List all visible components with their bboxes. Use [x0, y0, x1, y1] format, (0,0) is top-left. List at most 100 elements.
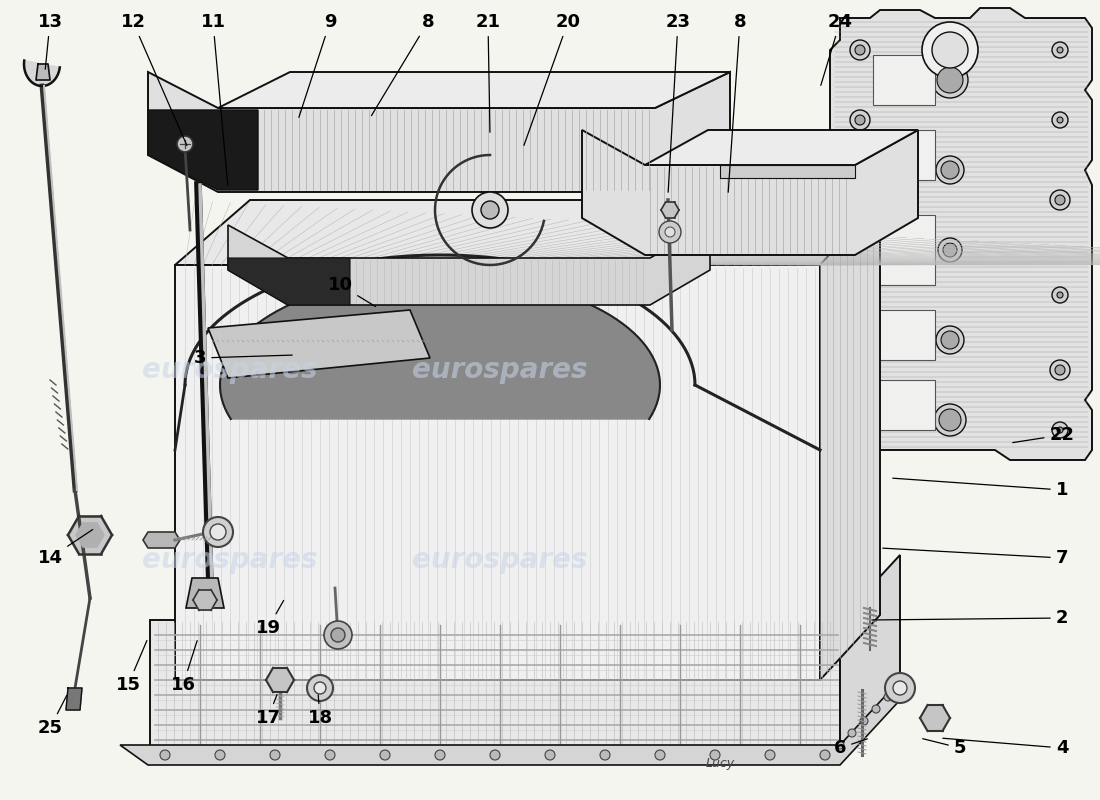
- Circle shape: [943, 243, 957, 257]
- Circle shape: [177, 136, 192, 152]
- Circle shape: [820, 750, 830, 760]
- Text: 23: 23: [666, 13, 691, 192]
- Circle shape: [836, 741, 844, 749]
- Circle shape: [1052, 42, 1068, 58]
- Text: 5: 5: [923, 738, 966, 757]
- Polygon shape: [68, 516, 112, 554]
- Polygon shape: [661, 202, 679, 218]
- Circle shape: [160, 750, 170, 760]
- Circle shape: [936, 326, 964, 354]
- Circle shape: [850, 420, 870, 440]
- Text: 16: 16: [170, 641, 197, 694]
- Circle shape: [855, 115, 865, 125]
- Circle shape: [936, 156, 964, 184]
- Circle shape: [937, 67, 962, 93]
- Circle shape: [1057, 292, 1063, 298]
- Polygon shape: [120, 680, 900, 765]
- Circle shape: [210, 524, 225, 540]
- Text: eurospares: eurospares: [412, 546, 587, 574]
- Circle shape: [490, 750, 500, 760]
- Polygon shape: [148, 72, 730, 192]
- Text: Lucy: Lucy: [705, 757, 735, 770]
- Circle shape: [872, 705, 880, 713]
- Circle shape: [1052, 287, 1068, 303]
- Circle shape: [1057, 117, 1063, 123]
- Text: 2: 2: [872, 609, 1068, 627]
- Text: 6: 6: [834, 739, 868, 757]
- Text: eurospares: eurospares: [142, 546, 318, 574]
- Polygon shape: [218, 72, 730, 108]
- Circle shape: [850, 110, 870, 130]
- Circle shape: [1050, 190, 1070, 210]
- Polygon shape: [186, 578, 224, 608]
- Circle shape: [851, 191, 869, 209]
- Circle shape: [846, 186, 874, 214]
- Circle shape: [932, 32, 968, 68]
- Polygon shape: [150, 620, 840, 755]
- Text: 13: 13: [37, 13, 63, 70]
- Bar: [873, 380, 935, 430]
- Text: 20: 20: [524, 13, 581, 146]
- Polygon shape: [175, 200, 880, 265]
- Polygon shape: [24, 61, 59, 86]
- Text: 11: 11: [200, 13, 228, 186]
- Polygon shape: [143, 532, 180, 548]
- Circle shape: [481, 201, 499, 219]
- Circle shape: [939, 409, 961, 431]
- Bar: [873, 55, 935, 105]
- Polygon shape: [840, 555, 900, 755]
- Circle shape: [893, 681, 907, 695]
- Circle shape: [710, 750, 720, 760]
- Text: 4: 4: [943, 738, 1068, 757]
- Circle shape: [654, 750, 666, 760]
- Circle shape: [472, 192, 508, 228]
- Circle shape: [938, 238, 962, 262]
- Circle shape: [851, 361, 869, 379]
- Circle shape: [331, 628, 345, 642]
- Polygon shape: [76, 523, 104, 547]
- Polygon shape: [920, 705, 950, 731]
- Polygon shape: [228, 225, 710, 305]
- Polygon shape: [175, 265, 819, 680]
- Circle shape: [659, 221, 681, 243]
- Text: 3: 3: [194, 349, 293, 367]
- Polygon shape: [220, 275, 660, 419]
- Polygon shape: [228, 258, 350, 305]
- Text: 17: 17: [255, 694, 280, 727]
- Polygon shape: [645, 130, 918, 165]
- Text: 7: 7: [883, 548, 1068, 567]
- Circle shape: [855, 425, 865, 435]
- Circle shape: [1052, 112, 1068, 128]
- Text: 10: 10: [328, 276, 375, 306]
- Polygon shape: [192, 590, 217, 610]
- Circle shape: [307, 675, 333, 701]
- Circle shape: [1057, 47, 1063, 53]
- Circle shape: [1057, 427, 1063, 433]
- Polygon shape: [266, 668, 294, 692]
- Circle shape: [314, 682, 326, 694]
- Circle shape: [848, 729, 856, 737]
- Circle shape: [855, 45, 865, 55]
- Circle shape: [666, 227, 675, 237]
- Circle shape: [1055, 365, 1065, 375]
- Polygon shape: [66, 688, 82, 710]
- Polygon shape: [175, 255, 880, 620]
- Text: 12: 12: [121, 13, 187, 146]
- Circle shape: [434, 750, 446, 760]
- Polygon shape: [148, 110, 258, 190]
- Circle shape: [1052, 422, 1068, 438]
- Text: 19: 19: [255, 601, 284, 637]
- Text: eurospares: eurospares: [412, 356, 587, 384]
- Polygon shape: [582, 130, 918, 255]
- Circle shape: [324, 621, 352, 649]
- Circle shape: [324, 750, 336, 760]
- Text: 9: 9: [299, 13, 337, 118]
- Polygon shape: [820, 200, 880, 680]
- Bar: [873, 215, 935, 285]
- Text: 8: 8: [372, 13, 434, 116]
- Circle shape: [860, 717, 868, 725]
- Text: 22: 22: [1013, 426, 1075, 444]
- Circle shape: [922, 22, 978, 78]
- Circle shape: [764, 750, 776, 760]
- Text: 21: 21: [475, 13, 500, 132]
